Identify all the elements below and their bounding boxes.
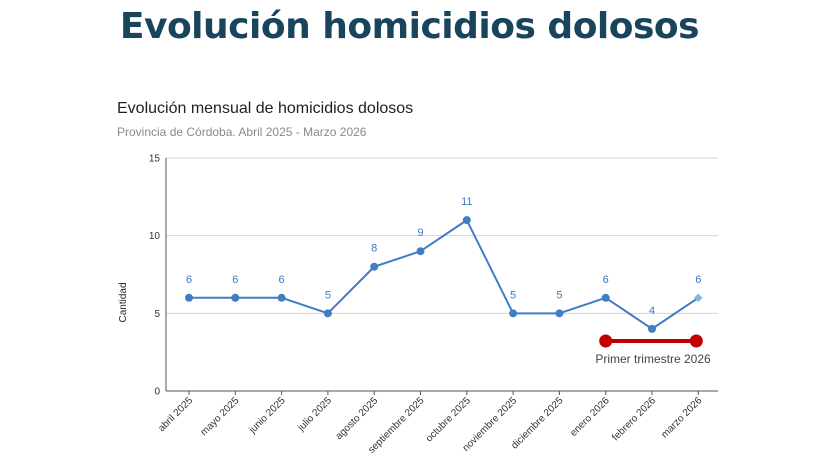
data-label: 6 [279,274,285,286]
y-axis-label: Cantidad [118,282,129,322]
data-point [277,293,286,302]
y-tick-label: 15 [149,154,161,165]
data-label: 9 [417,227,423,239]
y-tick-label: 10 [149,231,161,242]
labels-group: 6 6 6 5 8 9 11 5 5 6 4 6 [186,196,701,317]
annotation-group: Primer trimestre 2026 [595,334,711,366]
data-point [648,324,656,333]
series-line [189,219,699,330]
data-label: 6 [232,274,238,286]
annotation-end-dot [689,334,703,348]
series-group [185,216,703,333]
data-point [555,309,564,318]
x-tick-label: mayo 2025 [199,395,242,438]
data-label: 5 [325,289,331,301]
annotation-label: Primer trimestre 2026 [595,352,711,366]
data-point [370,262,379,271]
data-label: 5 [556,289,562,301]
x-tick-label: agosto 2025 [334,395,381,442]
chart-title: Evolución mensual de homicidios dolosos [117,100,414,117]
chart-subtitle: Provincia de Córdoba. Abril 2025 - Marzo… [117,125,367,139]
x-tick-label: octubre 2025 [424,395,473,444]
annotation-start-dot [599,334,613,348]
y-tick-label: 5 [154,309,160,320]
x-tick-label: julio 2025 [295,395,334,434]
data-point [231,293,240,302]
x-tick-label: junio 2025 [247,395,288,436]
data-point [462,216,471,225]
data-point [416,247,425,256]
data-point [323,309,332,318]
axes: 0 5 10 15 Cantidad abril 2025 mayo 2025 junio 2… [118,154,718,456]
data-point [509,309,518,318]
data-point [601,293,610,302]
page-headline: Evolución homicidios dolosos [119,6,700,47]
y-tick-label: 0 [154,387,160,398]
x-tick-label: febrero 2026 [610,395,658,443]
data-label: 11 [461,196,472,208]
data-label: 6 [695,274,701,286]
data-label: 5 [510,289,516,301]
x-tick-label: enero 2026 [568,395,612,439]
x-tick-label: marzo 2026 [659,395,704,440]
data-point [694,293,703,303]
data-point [185,293,193,302]
data-label: 6 [603,274,609,286]
data-label: 6 [186,274,192,286]
data-label: 4 [649,305,655,317]
x-tick-label: abril 2025 [156,395,195,434]
data-label: 8 [371,243,377,255]
